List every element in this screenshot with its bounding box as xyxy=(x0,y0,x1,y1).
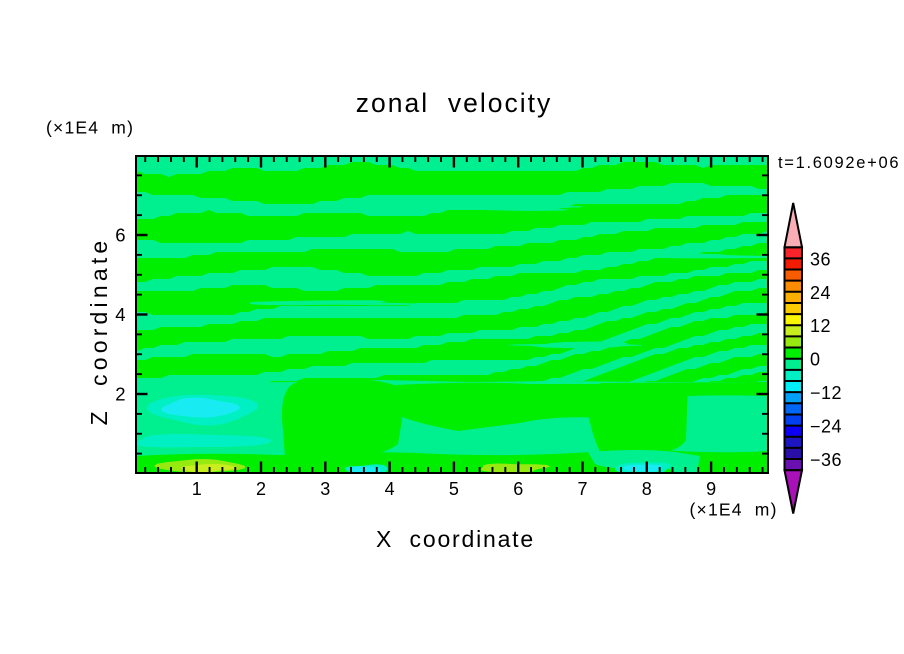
svg-text:(×1E4 m): (×1E4 m) xyxy=(690,500,778,520)
svg-text:X coordinate: X coordinate xyxy=(376,526,535,552)
svg-text:6: 6 xyxy=(513,479,523,499)
svg-text:4: 4 xyxy=(115,304,125,325)
svg-text:0: 0 xyxy=(810,350,821,370)
svg-text:4: 4 xyxy=(385,479,395,499)
svg-text:24: 24 xyxy=(810,283,831,303)
svg-text:36: 36 xyxy=(810,249,831,269)
svg-text:8: 8 xyxy=(642,479,652,499)
svg-text:2: 2 xyxy=(256,479,266,499)
svg-text:2: 2 xyxy=(115,384,125,405)
svg-text:6: 6 xyxy=(115,225,125,246)
svg-text:Z coordinate: Z coordinate xyxy=(86,237,112,426)
svg-text:3: 3 xyxy=(320,479,330,499)
svg-text:5: 5 xyxy=(449,479,459,499)
svg-text:−12: −12 xyxy=(810,383,842,403)
svg-text:12: 12 xyxy=(810,316,831,336)
svg-text:(×1E4 m): (×1E4 m) xyxy=(46,118,134,138)
svg-text:−36: −36 xyxy=(810,450,842,470)
svg-text:zonal velocity: zonal velocity xyxy=(356,88,552,118)
svg-text:7: 7 xyxy=(577,479,587,499)
svg-text:−24: −24 xyxy=(810,417,842,437)
svg-text:9: 9 xyxy=(706,479,716,499)
svg-text:t=1.6092e+06: t=1.6092e+06 xyxy=(778,154,900,172)
svg-text:1: 1 xyxy=(192,479,202,499)
